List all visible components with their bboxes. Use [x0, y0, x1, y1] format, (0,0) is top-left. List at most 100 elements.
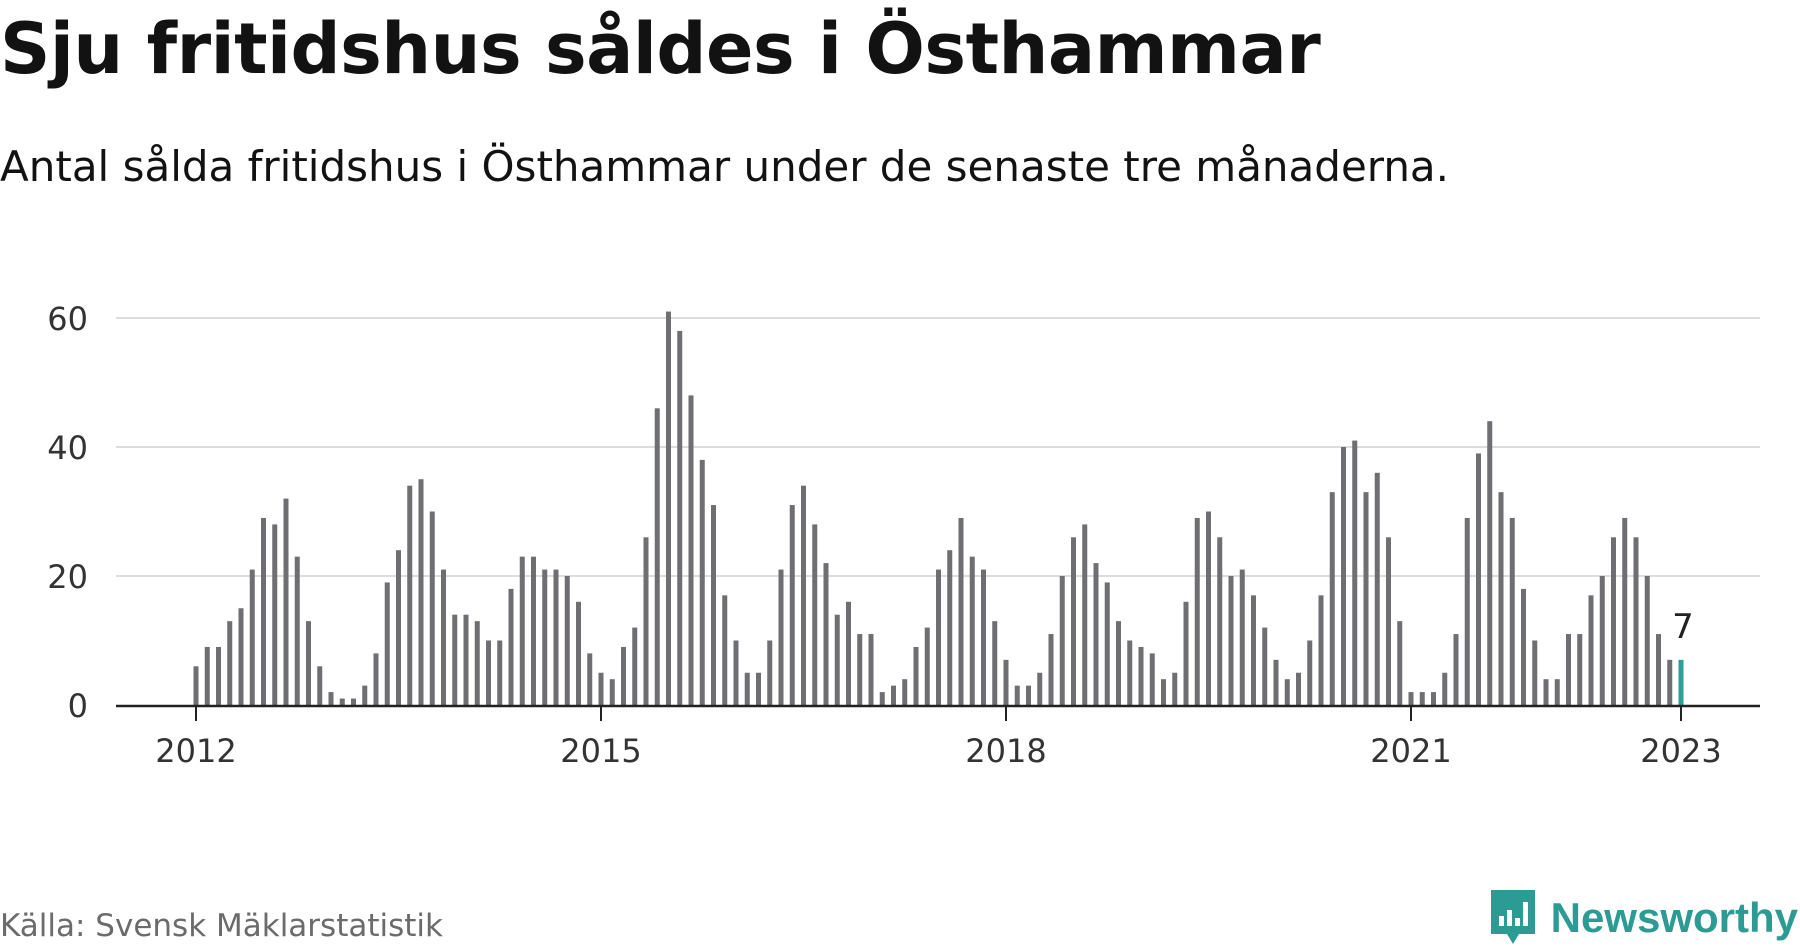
- bar: [1352, 440, 1358, 705]
- bar: [947, 550, 953, 705]
- bar: [1048, 634, 1054, 705]
- bar: [1498, 492, 1504, 705]
- bar: [643, 537, 649, 705]
- bar: [317, 666, 323, 705]
- bar: [249, 569, 255, 705]
- bar: [1521, 588, 1526, 705]
- bar: [1577, 634, 1583, 705]
- bar: [1228, 576, 1234, 705]
- bar: [1273, 659, 1279, 705]
- bar: [1588, 595, 1594, 705]
- bar: [261, 517, 266, 705]
- bar: [1217, 537, 1223, 705]
- bar: [801, 485, 806, 705]
- bar: [441, 569, 446, 705]
- bar: [733, 640, 739, 705]
- bar: [227, 621, 233, 705]
- chart-subtitle: Antal sålda fritidshus i Östhammar under…: [0, 142, 1450, 191]
- bar: [1442, 672, 1448, 705]
- bar: [632, 627, 638, 705]
- newsworthy-logo-icon: [1490, 890, 1535, 944]
- bar: [519, 556, 525, 705]
- bar: [1307, 640, 1313, 705]
- bar: [609, 679, 615, 705]
- bar: [1059, 576, 1065, 705]
- bar: [1419, 692, 1425, 705]
- bar: [1464, 517, 1470, 705]
- bar: [1172, 672, 1178, 705]
- bar: [598, 672, 604, 705]
- bar: [834, 614, 840, 705]
- bar: [621, 646, 626, 705]
- y-tick-label: 40: [47, 429, 88, 467]
- x-tick-label: 2018: [965, 732, 1046, 770]
- bar: [1476, 453, 1481, 705]
- bar: [328, 692, 334, 705]
- bar: [418, 479, 424, 705]
- bar: [1296, 672, 1301, 705]
- brand-name: Newsworthy: [1550, 894, 1798, 941]
- bar: [564, 576, 570, 705]
- bar: [587, 653, 593, 705]
- bar: [1431, 692, 1436, 705]
- bar: [474, 621, 480, 705]
- bar: [429, 511, 435, 705]
- bar: [1183, 601, 1189, 705]
- bar: [778, 569, 784, 705]
- bar: [722, 595, 728, 705]
- y-tick-label: 0: [68, 687, 88, 725]
- bar: [654, 408, 660, 705]
- bar: [272, 524, 278, 705]
- bar: [216, 646, 221, 705]
- bar: [1329, 492, 1335, 705]
- bar: [497, 640, 503, 705]
- bar: [1251, 595, 1256, 705]
- bar: [1509, 517, 1515, 705]
- bar: [1386, 537, 1391, 705]
- bar: [1341, 447, 1346, 705]
- bar: [463, 614, 469, 705]
- bar: [508, 588, 514, 705]
- bar: [1554, 679, 1560, 705]
- bar: [396, 550, 401, 705]
- bar: [362, 685, 368, 705]
- bar: [384, 582, 390, 705]
- bar: [992, 621, 998, 705]
- bar: [204, 646, 210, 705]
- bar: [1397, 621, 1403, 705]
- bar: [1532, 640, 1538, 705]
- bar: [1566, 634, 1571, 705]
- bar: [1161, 679, 1166, 705]
- bar: [891, 685, 896, 705]
- x-tick-label: 2023: [1640, 732, 1721, 770]
- bar: [531, 556, 536, 705]
- bar: [677, 330, 683, 705]
- bar: [1543, 679, 1549, 705]
- bar: [1194, 517, 1200, 705]
- bar: [294, 556, 300, 705]
- bar: [1014, 685, 1020, 705]
- bar: [1667, 659, 1673, 705]
- bar: [666, 311, 671, 705]
- bar: [958, 517, 964, 705]
- bar: [1374, 472, 1380, 705]
- bar: [339, 698, 345, 705]
- bar: [857, 634, 863, 705]
- bar: [1611, 537, 1616, 705]
- bar: [1104, 582, 1110, 705]
- bar: [1487, 421, 1493, 705]
- bar: [542, 569, 548, 705]
- bar: [1284, 679, 1290, 705]
- bar: [373, 653, 379, 705]
- bar: [1633, 537, 1639, 705]
- y-tick-label: 60: [47, 300, 88, 338]
- bar: [1037, 672, 1043, 705]
- bar: [351, 698, 356, 705]
- bar-highlight: [1678, 659, 1684, 705]
- bar: [1644, 576, 1650, 705]
- brand: Newsworthy: [1489, 888, 1798, 948]
- bar: [868, 634, 874, 705]
- bar: [823, 563, 829, 705]
- data-label: 7: [1672, 607, 1694, 647]
